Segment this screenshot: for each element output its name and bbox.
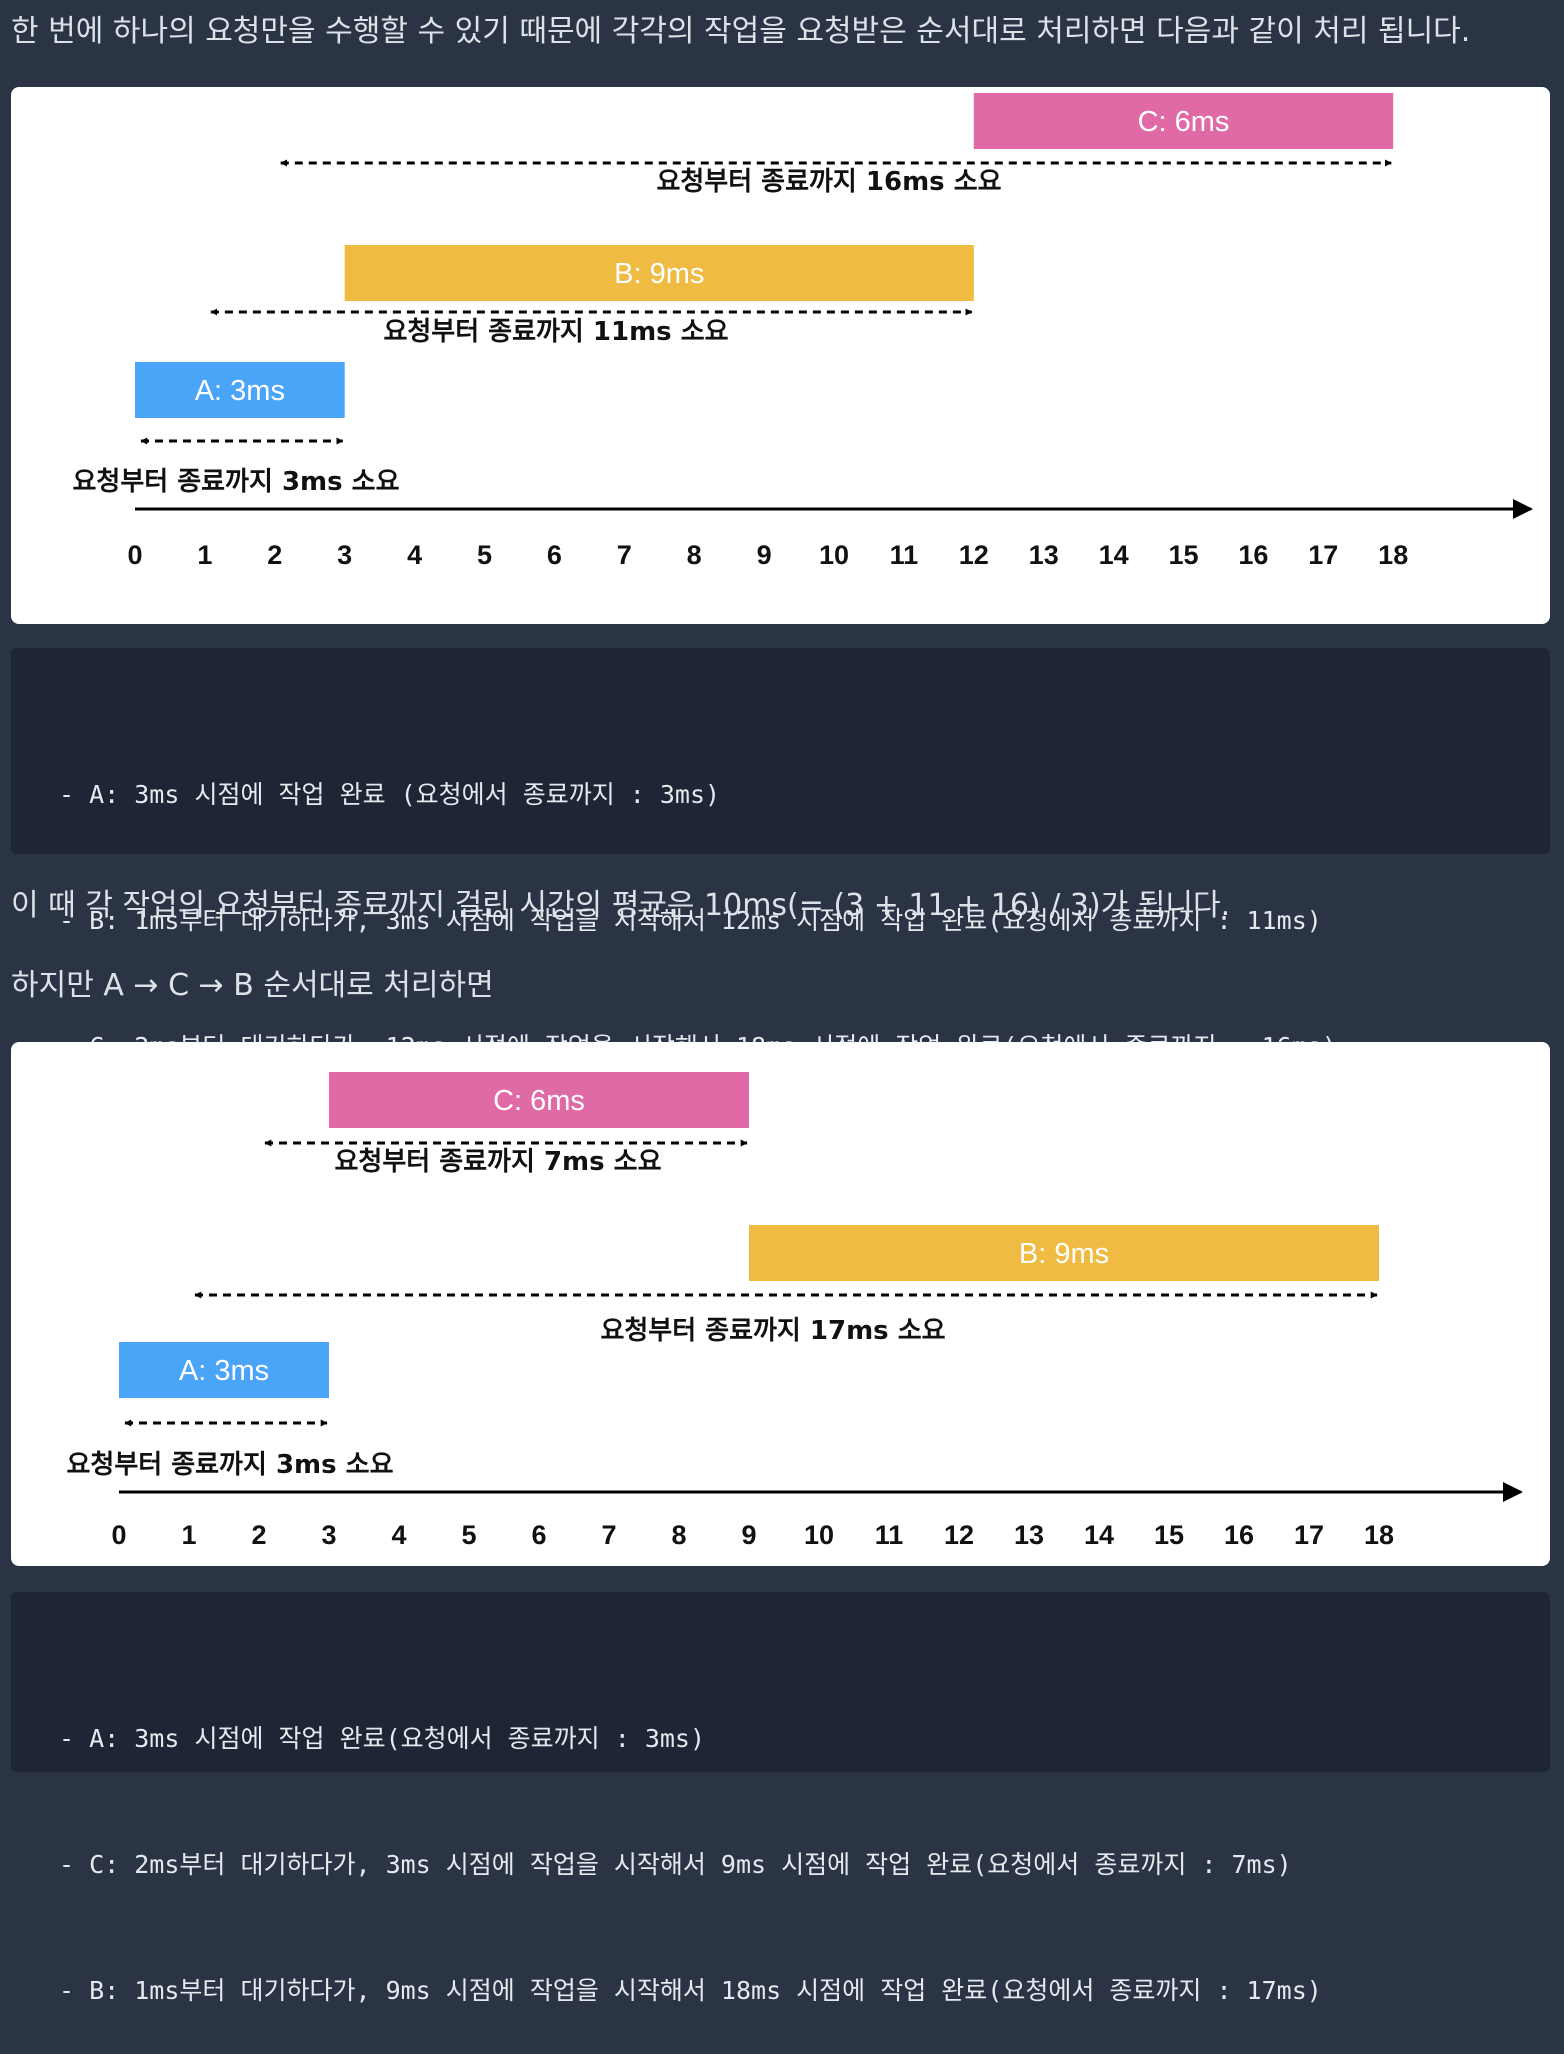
duration-label-A: 요청부터 종료까지 3ms 소요 (72, 467, 399, 497)
tick-label-11: 11 (875, 1520, 904, 1550)
tick-label-1: 1 (181, 1520, 196, 1550)
task-bar-C (973, 93, 1394, 149)
tick-label-4: 4 (407, 540, 422, 570)
code-line: - A: 3ms 시점에 작업 완료 (요청에서 종료까지 : 3ms) (59, 780, 721, 809)
tick-label-6: 6 (531, 1520, 546, 1550)
task-bar-B (749, 1225, 1379, 1281)
tick-label-15: 15 (1168, 540, 1198, 570)
alternative-order-text: 하지만 A → C → B 순서대로 처리하면 (11, 968, 494, 1003)
code-line: - B: 1ms부터 대기하다가, 3ms 시점에 작업을 시작해서 12ms … (59, 906, 1322, 935)
tick-label-18: 18 (1364, 1520, 1394, 1550)
task-label-A: A: 3ms (179, 1355, 269, 1387)
timeline-diagram-reordered: 0 1 2 3 4 5 6 7 8 9 10 11 12 13 14 15 16 17 18 A: 3ms 요청부터 종… (11, 1042, 1550, 1566)
tick-label-16: 16 (1238, 540, 1268, 570)
task-label-A: A: 3ms (195, 375, 285, 407)
tick-label-0: 0 (127, 540, 142, 570)
tick-label-8: 8 (671, 1520, 686, 1550)
task-label-C: C: 6ms (493, 1085, 585, 1117)
tick-label-7: 7 (601, 1520, 616, 1550)
tick-label-14: 14 (1084, 1520, 1114, 1550)
code-block-fifo: - A: 3ms 시점에 작업 완료 (요청에서 종료까지 : 3ms) - B… (11, 648, 1550, 1061)
tick-label-8: 8 (687, 540, 702, 570)
duration-label-C: 요청부터 종료까지 7ms 소요 (334, 1147, 661, 1177)
tick-label-16: 16 (1224, 1520, 1254, 1550)
duration-label-B: 요청부터 종료까지 11ms 소요 (383, 317, 728, 347)
tick-label-7: 7 (617, 540, 632, 570)
duration-label-B: 요청부터 종료까지 17ms 소요 (600, 1316, 945, 1346)
intro-text: 한 번에 하나의 요청만을 수행할 수 있기 때문에 각각의 작업을 요청받은 … (11, 14, 1471, 49)
tick-label-9: 9 (757, 540, 772, 570)
tick-label-0: 0 (111, 1520, 126, 1550)
tick-label-5: 5 (477, 540, 492, 570)
task-label-C: C: 6ms (1138, 106, 1230, 138)
duration-label-C: 요청부터 종료까지 16ms 소요 (656, 167, 1001, 197)
tick-label-18: 18 (1378, 540, 1408, 570)
task-bar-B (344, 245, 974, 301)
tick-label-1: 1 (197, 540, 212, 570)
duration-label-A: 요청부터 종료까지 3ms 소요 (66, 1450, 393, 1480)
tick-label-5: 5 (461, 1520, 476, 1550)
tick-label-3: 3 (337, 540, 352, 570)
task-bar-A (135, 362, 345, 418)
tick-label-3: 3 (321, 1520, 336, 1550)
task-bar-A (119, 1342, 329, 1398)
task-bar-C (329, 1072, 749, 1128)
task-label-B: B: 9ms (614, 258, 704, 290)
tick-label-12: 12 (959, 540, 989, 570)
tick-label-17: 17 (1308, 540, 1338, 570)
tick-label-11: 11 (890, 540, 919, 570)
code-line: - A: 3ms 시점에 작업 완료(요청에서 종료까지 : 3ms) (59, 1724, 706, 1753)
tick-label-12: 12 (944, 1520, 974, 1550)
task-label-B: B: 9ms (1019, 1238, 1109, 1270)
average-text: 이 때 각 작업의 요청부터 종료까지 걸린 시간의 평균은 10ms(= (3… (11, 888, 1231, 923)
tick-label-2: 2 (251, 1520, 266, 1550)
tick-label-4: 4 (391, 1520, 406, 1550)
tick-label-13: 13 (1014, 1520, 1044, 1550)
timeline-diagram-fifo: 0 1 2 3 4 5 6 7 8 9 10 11 12 13 14 15 16 17 18 A: 3ms 요청부터 종… (11, 87, 1550, 624)
tick-label-2: 2 (267, 540, 282, 570)
tick-label-13: 13 (1029, 540, 1059, 570)
tick-label-10: 10 (819, 540, 849, 570)
code-line: - B: 1ms부터 대기하다가, 9ms 시점에 작업을 시작해서 18ms … (59, 1976, 1322, 2005)
tick-label-6: 6 (547, 540, 562, 570)
tick-label-10: 10 (804, 1520, 834, 1550)
tick-label-15: 15 (1154, 1520, 1184, 1550)
code-line: - C: 2ms부터 대기하다가, 3ms 시점에 작업을 시작해서 9ms 시… (59, 1850, 1292, 1879)
code-block-reordered: - A: 3ms 시점에 작업 완료(요청에서 종료까지 : 3ms) - C:… (11, 1592, 1550, 2005)
tick-label-14: 14 (1099, 540, 1129, 570)
tick-label-9: 9 (741, 1520, 756, 1550)
tick-label-17: 17 (1294, 1520, 1324, 1550)
